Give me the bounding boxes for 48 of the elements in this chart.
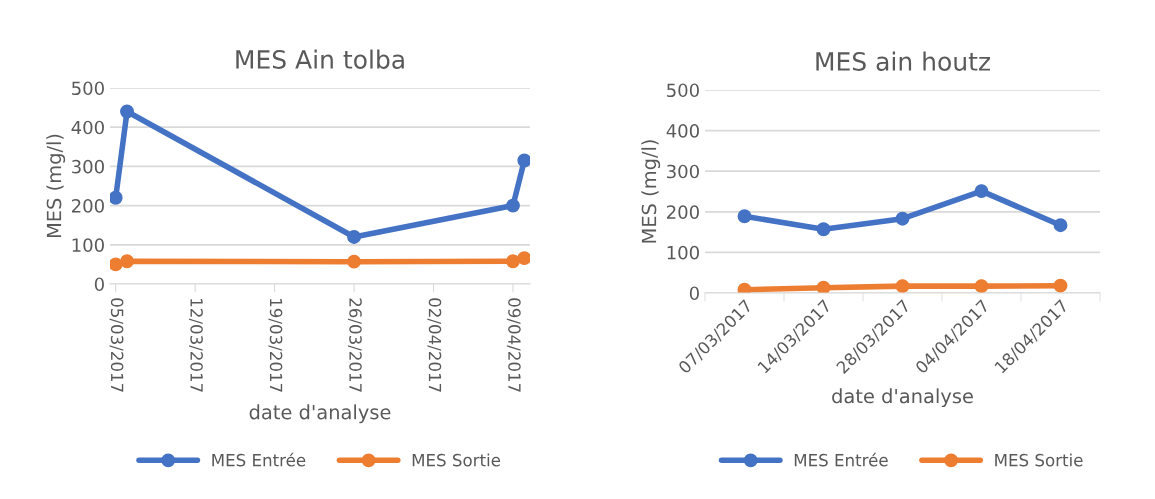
point: [1053, 218, 1068, 233]
y-tick-label: 400: [71, 120, 104, 135]
x-tick-label: 05/03/2017: [109, 298, 124, 392]
y-tick-label: 100: [72, 238, 104, 252]
chart-title: MES ain houtz: [816, 51, 990, 71]
x-tick-label: 19/03/2017: [268, 299, 283, 392]
y-tick-label: 200: [667, 205, 699, 219]
point: [110, 257, 123, 272]
point: [347, 230, 361, 244]
y-tick-label: 400: [666, 124, 699, 138]
point: [737, 282, 752, 293]
point: [1053, 278, 1068, 293]
x-tick-label: 12/03/2017: [188, 299, 203, 392]
y-axis-title: MES (mg/l): [46, 134, 66, 238]
point: [120, 254, 134, 269]
point: [120, 104, 134, 119]
chart-title: MES Ain tolba: [236, 49, 404, 69]
y-axis-title: MES (mg/l): [641, 140, 661, 243]
legend-label: MES Sortie: [412, 453, 501, 467]
x-axis-title: date d'analyse: [832, 388, 973, 408]
x-tick-label: 09/04/2017: [506, 298, 521, 392]
y-tick-label: 0: [94, 277, 104, 292]
point: [347, 254, 361, 269]
point: [816, 280, 831, 293]
y-tick-label: 500: [72, 81, 104, 96]
y-tick-label: 100: [667, 245, 699, 260]
point: [895, 279, 910, 293]
legend-label: MES Entrée: [794, 452, 888, 467]
point: [895, 211, 910, 226]
legend-label: MES Entrée: [212, 452, 306, 467]
point: [974, 279, 989, 293]
point: [517, 251, 530, 266]
y-tick-label: 300: [667, 164, 699, 179]
point: [816, 222, 831, 237]
x-tick-label: 26/03/2017: [347, 298, 362, 392]
y-tick-label: 0: [689, 286, 699, 301]
y-tick-label: 300: [72, 159, 104, 174]
point: [506, 254, 520, 269]
x-axis-title: date d'analyse: [249, 404, 391, 424]
y-tick-label: 200: [72, 199, 104, 213]
legend-label: MES Sortie: [995, 453, 1083, 467]
y-tick-label: 500: [667, 83, 699, 98]
x-tick-label: 02/04/2017: [427, 298, 442, 392]
point: [506, 198, 520, 213]
point: [517, 153, 530, 168]
point: [110, 190, 123, 205]
point: [737, 209, 752, 224]
point: [974, 184, 989, 199]
